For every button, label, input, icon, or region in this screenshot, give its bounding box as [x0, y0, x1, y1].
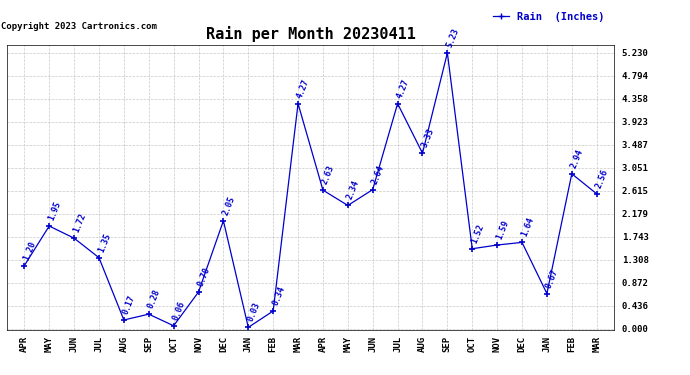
Text: Copyright 2023 Cartronics.com: Copyright 2023 Cartronics.com	[1, 22, 157, 31]
Text: 4.27: 4.27	[395, 78, 411, 99]
Text: 1.59: 1.59	[495, 219, 511, 241]
Text: 0.17: 0.17	[121, 294, 137, 316]
Text: 3.33: 3.33	[420, 127, 436, 149]
Text: 2.63: 2.63	[320, 164, 336, 186]
Legend: Rain  (Inches): Rain (Inches)	[489, 8, 609, 26]
Text: 2.94: 2.94	[569, 148, 585, 170]
Text: 2.56: 2.56	[594, 168, 610, 190]
Text: 1.52: 1.52	[470, 223, 486, 245]
Text: 4.27: 4.27	[295, 78, 311, 99]
Text: 2.05: 2.05	[221, 195, 237, 216]
Text: 0.67: 0.67	[544, 267, 560, 290]
Text: 0.03: 0.03	[246, 301, 262, 323]
Text: 2.34: 2.34	[345, 179, 361, 201]
Title: Rain per Month 20230411: Rain per Month 20230411	[206, 27, 415, 42]
Text: 0.34: 0.34	[270, 285, 286, 307]
Text: 0.28: 0.28	[146, 288, 162, 310]
Text: 1.20: 1.20	[22, 240, 38, 261]
Text: 0.70: 0.70	[196, 266, 212, 288]
Text: 1.64: 1.64	[520, 216, 535, 238]
Text: 1.35: 1.35	[97, 231, 112, 254]
Text: 5.23: 5.23	[445, 27, 461, 49]
Text: 1.72: 1.72	[72, 212, 88, 234]
Text: 0.06: 0.06	[171, 300, 187, 321]
Text: 1.95: 1.95	[47, 200, 63, 222]
Text: 2.64: 2.64	[371, 164, 386, 185]
